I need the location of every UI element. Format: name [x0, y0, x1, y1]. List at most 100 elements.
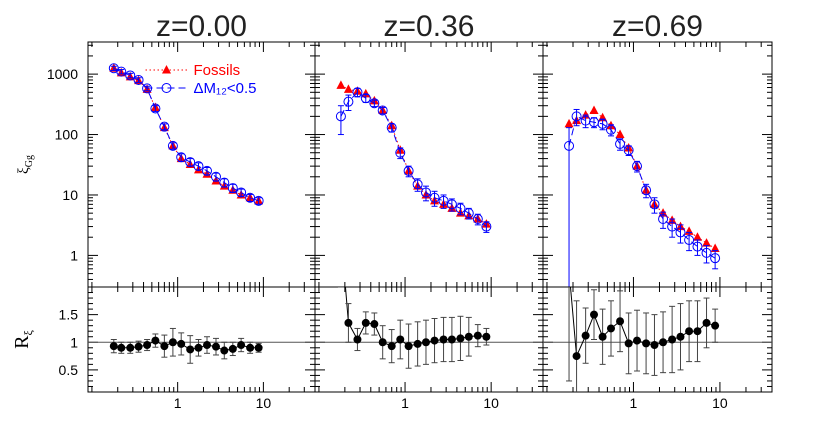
- marker: [335, 111, 346, 122]
- marker: [615, 138, 626, 149]
- marker: [159, 121, 170, 132]
- marker: [710, 243, 720, 253]
- marker: [447, 335, 456, 344]
- marker: [210, 171, 221, 182]
- marker: [193, 161, 204, 172]
- marker: [413, 339, 422, 348]
- x-tick-label: 1: [401, 395, 409, 411]
- marker: [116, 66, 127, 77]
- marker: [589, 105, 599, 114]
- marker: [642, 339, 651, 348]
- y-tick-label: 1.5: [59, 307, 79, 323]
- marker: [412, 179, 423, 190]
- marker: [134, 342, 143, 351]
- marker: [702, 318, 711, 327]
- marker: [473, 331, 482, 340]
- y-tick-label: 1000: [47, 66, 78, 82]
- marker: [396, 335, 405, 344]
- marker: [203, 341, 212, 350]
- marker: [227, 183, 238, 194]
- marker: [150, 103, 161, 114]
- marker: [160, 342, 169, 351]
- marker: [597, 118, 608, 129]
- marker: [658, 214, 669, 225]
- marker: [606, 324, 615, 333]
- marker: [632, 161, 643, 172]
- legend-label: Fossils: [194, 62, 241, 79]
- y-tick-label: 1: [70, 334, 78, 350]
- marker: [464, 332, 473, 341]
- marker: [710, 253, 721, 264]
- y-axis-label-symbol: R: [11, 335, 33, 349]
- series-line: [568, 115, 716, 259]
- marker: [446, 199, 457, 210]
- legend-label: ΔM₁₂<0.5: [194, 80, 257, 97]
- marker: [685, 327, 694, 336]
- panel-title: z=0.69: [612, 10, 703, 43]
- marker: [386, 122, 397, 133]
- marker: [387, 342, 396, 351]
- marker: [439, 335, 448, 344]
- marker: [151, 336, 160, 345]
- plot-area: [564, 105, 721, 287]
- series-line: [113, 67, 259, 202]
- marker: [472, 214, 483, 225]
- marker: [143, 341, 152, 350]
- marker: [649, 199, 660, 210]
- marker: [343, 84, 353, 93]
- marker: [254, 343, 263, 352]
- panel-title: z=0.36: [384, 10, 475, 43]
- marker: [455, 203, 466, 214]
- marker: [564, 118, 574, 128]
- y-axis-label-symbol: ξ: [16, 167, 32, 174]
- marker: [615, 129, 625, 139]
- x-tick-label: 10: [256, 395, 272, 411]
- panel-frame: [314, 286, 544, 393]
- marker: [361, 318, 370, 327]
- marker: [125, 70, 136, 81]
- y-axis-label: ξGg: [16, 155, 35, 174]
- marker: [404, 342, 413, 351]
- marker: [337, 228, 345, 236]
- marker: [711, 321, 720, 330]
- panel-title: z=0.00: [156, 10, 247, 43]
- marker: [370, 320, 379, 329]
- marker: [420, 187, 431, 198]
- marker: [253, 195, 264, 206]
- marker: [605, 124, 616, 135]
- marker: [456, 334, 465, 343]
- marker: [692, 232, 702, 241]
- marker: [564, 140, 575, 151]
- marker: [633, 336, 642, 345]
- marker: [246, 343, 255, 352]
- marker: [572, 352, 581, 361]
- marker: [237, 341, 246, 350]
- marker: [352, 87, 363, 98]
- panel-frame: [542, 41, 773, 288]
- marker: [403, 165, 414, 176]
- marker: [202, 165, 213, 176]
- marker: [211, 342, 220, 351]
- panel-frame: [314, 41, 544, 288]
- y-tick-label: 0.5: [59, 362, 79, 378]
- marker: [463, 208, 474, 219]
- series-line: [344, 287, 487, 347]
- marker: [360, 93, 371, 104]
- marker: [701, 247, 712, 258]
- marker: [482, 332, 491, 341]
- y-axis-label-sub: Gg: [24, 155, 35, 167]
- marker: [194, 343, 203, 352]
- panel-frame: [87, 286, 316, 393]
- y-tick-label: 1: [70, 247, 78, 263]
- marker: [675, 227, 686, 238]
- marker: [343, 96, 354, 107]
- marker: [623, 145, 634, 156]
- marker: [369, 98, 380, 109]
- marker: [650, 341, 659, 350]
- plot-area: [335, 80, 492, 233]
- marker: [624, 339, 633, 348]
- marker: [641, 185, 652, 196]
- marker: [353, 335, 362, 344]
- marker: [219, 177, 230, 188]
